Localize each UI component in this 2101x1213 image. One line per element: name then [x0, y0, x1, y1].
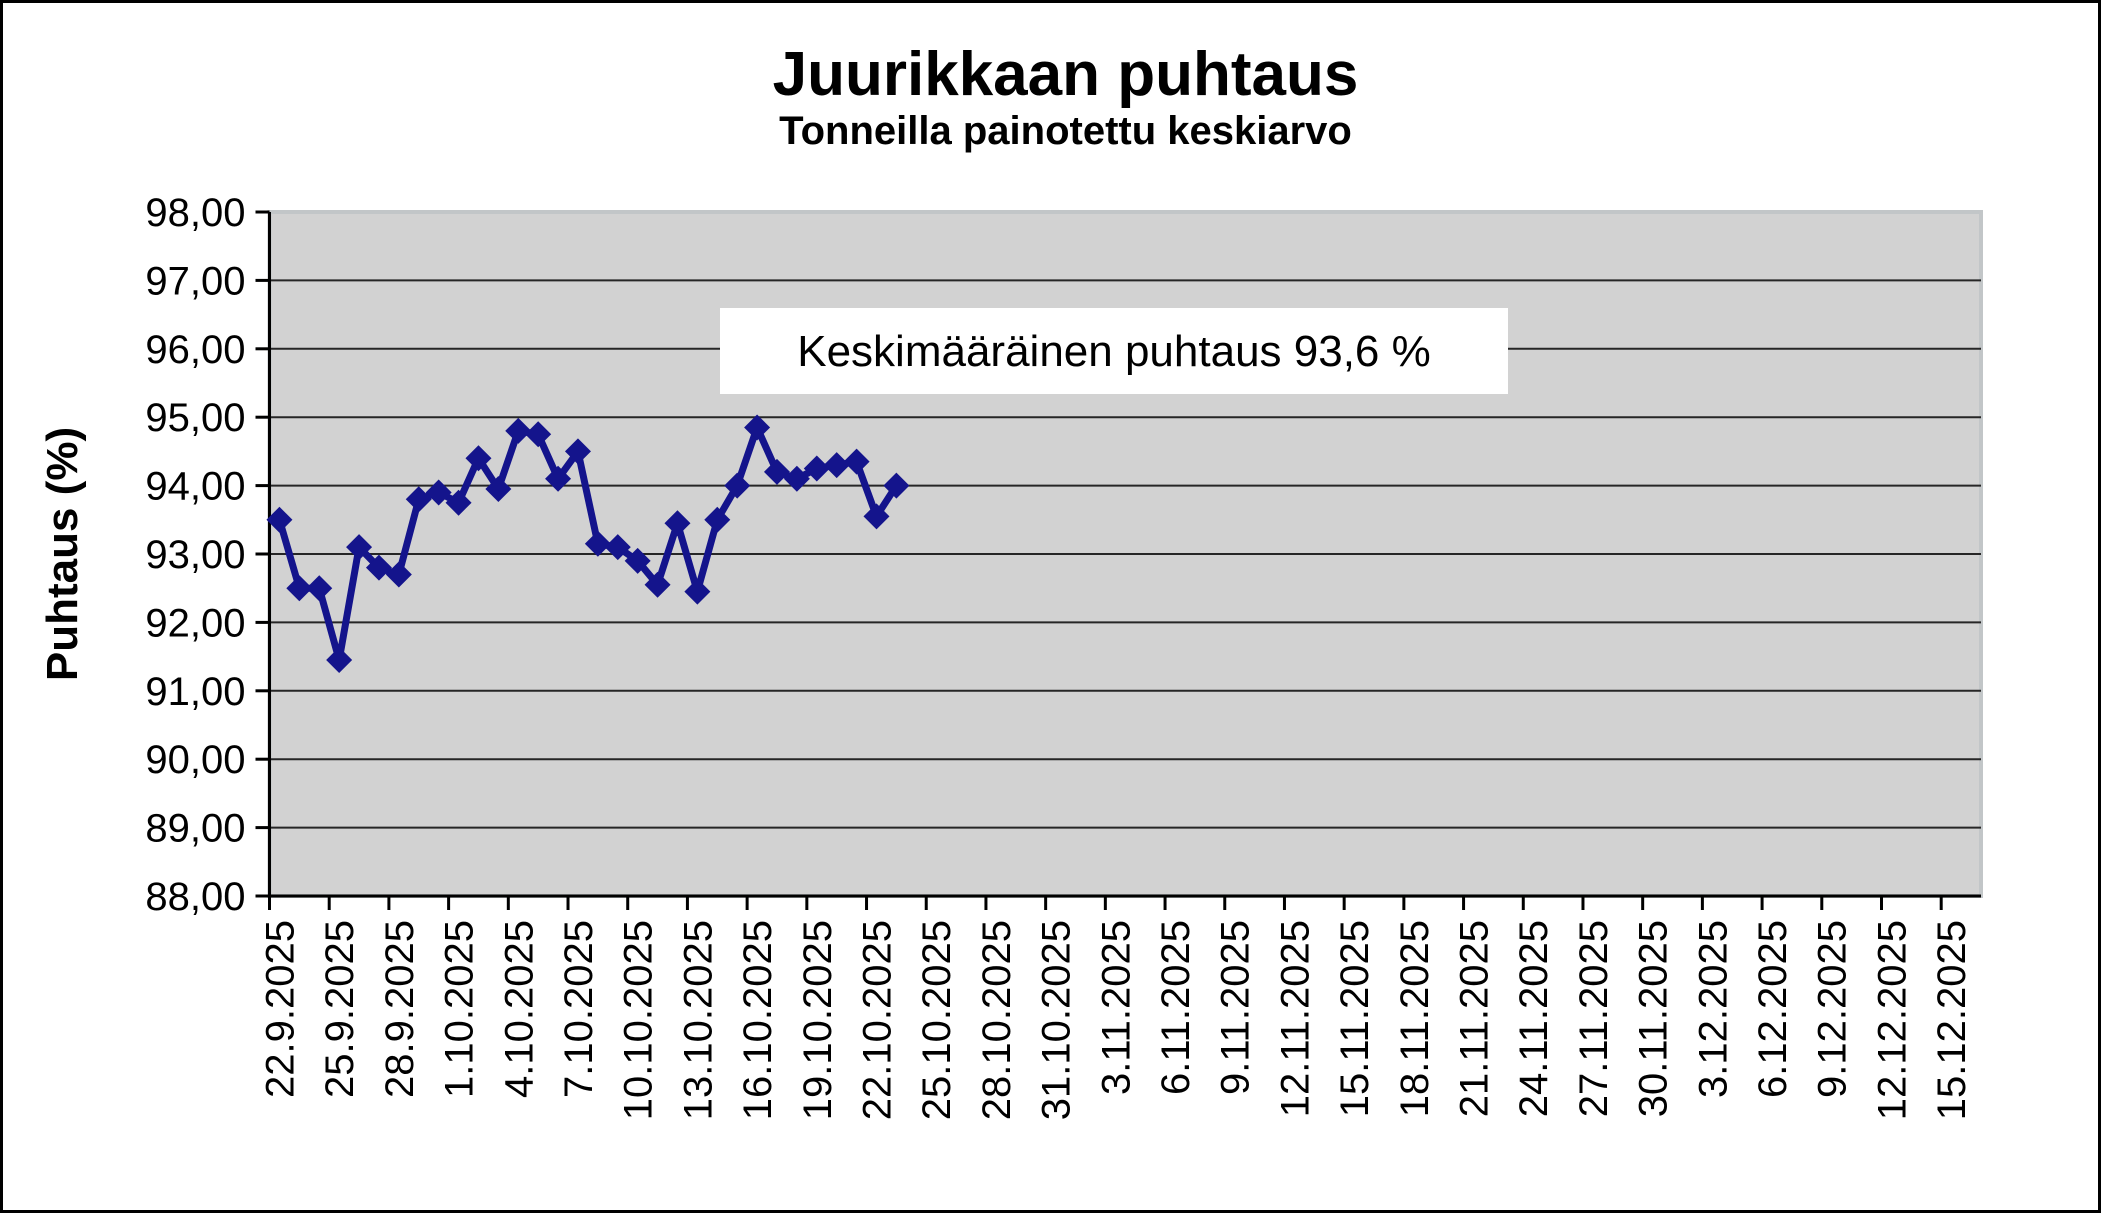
x-tick-label: 22.10.2025	[855, 920, 899, 1120]
series-marker	[783, 465, 810, 492]
y-tick-label: 93,00	[145, 533, 245, 577]
x-tick-label: 18.11.2025	[1393, 920, 1437, 1117]
x-tick-label: 7.10.2025	[557, 920, 601, 1098]
series-marker	[664, 510, 691, 537]
x-tick-label: 24.11.2025	[1512, 920, 1556, 1117]
series-marker	[763, 458, 790, 485]
series-marker	[584, 530, 611, 557]
x-tick-label: 21.11.2025	[1453, 920, 1497, 1117]
series-marker	[385, 561, 412, 588]
chart-subtitle: Tonneilla painotettu keskiarvo	[779, 109, 1352, 153]
series-marker	[604, 534, 631, 561]
y-tick-label: 90,00	[145, 738, 245, 782]
y-tick-label: 97,00	[145, 259, 245, 303]
series-marker	[505, 417, 532, 444]
y-tick-label: 92,00	[145, 601, 245, 645]
series-marker	[286, 575, 313, 602]
series-marker	[684, 578, 711, 605]
series-marker	[545, 465, 572, 492]
y-tick-label: 89,00	[145, 807, 245, 851]
y-tick-label: 91,00	[145, 670, 245, 714]
x-tick-label: 19.10.2025	[796, 920, 840, 1120]
x-tick-label: 30.11.2025	[1632, 920, 1676, 1117]
chart-title: Juurikkaan puhtaus	[772, 40, 1359, 109]
x-tick-label: 12.12.2025	[1870, 920, 1914, 1120]
series-marker	[326, 647, 353, 674]
series-marker	[485, 476, 512, 503]
x-tick-label: 10.10.2025	[617, 920, 661, 1120]
average-annotation: Keskimääräinen puhtaus 93,6 %	[720, 308, 1508, 394]
y-tick-label: 95,00	[145, 396, 245, 440]
x-tick-label: 27.11.2025	[1572, 920, 1616, 1117]
y-tick-label: 88,00	[145, 875, 245, 919]
series-marker	[624, 547, 651, 574]
series-marker	[823, 452, 850, 479]
x-tick-label: 15.11.2025	[1333, 920, 1377, 1117]
series-marker	[306, 575, 333, 602]
x-tick-label: 28.10.2025	[975, 920, 1019, 1120]
x-tick-label: 28.9.2025	[378, 920, 422, 1098]
x-tick-label: 9.11.2025	[1214, 920, 1258, 1095]
series-marker	[346, 534, 373, 561]
line-chart-plot: 98,00 97,00 96,00 95,00 94,00 93,00 92,00 91,00…	[145, 191, 1983, 1120]
series-marker	[724, 472, 751, 499]
y-tick-label: 94,00	[145, 465, 245, 509]
series-marker	[266, 506, 293, 533]
x-tick-label: 16.10.2025	[736, 920, 780, 1120]
series-marker	[744, 414, 771, 441]
series-marker	[704, 506, 731, 533]
x-tick-label: 31.10.2025	[1035, 920, 1079, 1120]
x-tick-label: 1.10.2025	[438, 920, 482, 1098]
x-tick-label: 13.10.2025	[676, 920, 720, 1120]
x-tick-label: 3.11.2025	[1094, 920, 1138, 1095]
x-tick-label: 6.12.2025	[1751, 920, 1795, 1098]
series-marker	[425, 479, 452, 506]
series-marker	[525, 421, 552, 448]
series-marker	[365, 554, 392, 581]
y-tick-label: 96,00	[145, 328, 245, 372]
x-tick-label: 6.11.2025	[1154, 920, 1198, 1095]
x-tick-label: 3.12.2025	[1691, 920, 1735, 1098]
series-marker	[465, 445, 492, 472]
series-marker	[405, 486, 432, 513]
x-tick-label: 22.9.2025	[258, 920, 302, 1098]
x-tick-label: 25.9.2025	[318, 920, 362, 1098]
series-marker	[644, 571, 671, 598]
series-marker	[803, 455, 830, 482]
series-marker	[445, 489, 472, 516]
x-tick-label: 25.10.2025	[915, 920, 959, 1120]
x-tick-label: 15.12.2025	[1930, 920, 1974, 1120]
y-tick-label: 98,00	[145, 191, 245, 235]
series-marker	[863, 503, 890, 530]
series-marker	[883, 472, 910, 499]
x-tick-label: 9.12.2025	[1811, 920, 1855, 1098]
x-tick-label: 4.10.2025	[497, 920, 541, 1098]
series-marker	[843, 448, 870, 475]
series-marker	[564, 438, 591, 465]
x-tick-label: 12.11.2025	[1273, 920, 1317, 1117]
